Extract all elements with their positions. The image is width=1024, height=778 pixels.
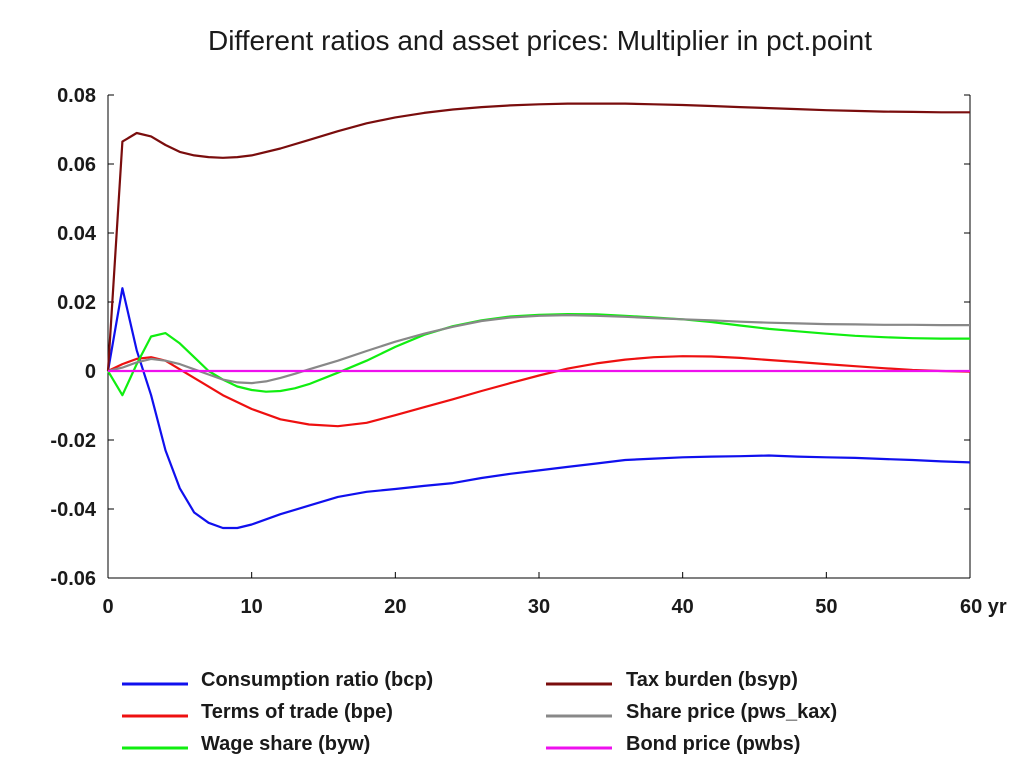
y-tick-label: 0.06 xyxy=(57,154,96,176)
y-tick-label: 0.08 xyxy=(57,85,96,107)
series-line-consumption-ratio-bcp xyxy=(106,287,971,530)
y-tick-label: 0.04 xyxy=(57,223,97,245)
y-tick-label: 0.02 xyxy=(57,292,96,314)
legend-label: Share price (pws_kax) xyxy=(626,701,837,723)
series-line-share-price-pws-kax xyxy=(107,314,970,385)
x-tick-label: 30 xyxy=(528,596,550,618)
legend-label: Bond price (pwbs) xyxy=(626,733,800,755)
chart-title: Different ratios and asset prices: Multi… xyxy=(208,25,872,56)
y-tick-label: -0.04 xyxy=(50,499,96,521)
legend-label: Consumption ratio (bcp) xyxy=(201,669,433,691)
legend-label: Tax burden (bsyp) xyxy=(626,669,798,691)
series-line-terms-of-trade-bpe xyxy=(107,355,971,428)
x-tick-label: 20 xyxy=(384,596,406,618)
series-line-tax-burden-bsyp xyxy=(106,102,970,372)
x-tick-label: 40 xyxy=(672,596,694,618)
x-tick-label: 60 yr xyxy=(960,596,1007,618)
x-tick-label: 10 xyxy=(241,596,263,618)
legend-label: Wage share (byw) xyxy=(201,733,370,755)
y-tick-label: -0.06 xyxy=(50,568,96,590)
x-tick-label: 50 xyxy=(815,596,837,618)
y-tick-label: -0.02 xyxy=(50,430,96,452)
y-tick-label: 0 xyxy=(85,361,96,383)
legend-label: Terms of trade (bpe) xyxy=(201,701,393,723)
x-tick-label: 0 xyxy=(102,596,113,618)
